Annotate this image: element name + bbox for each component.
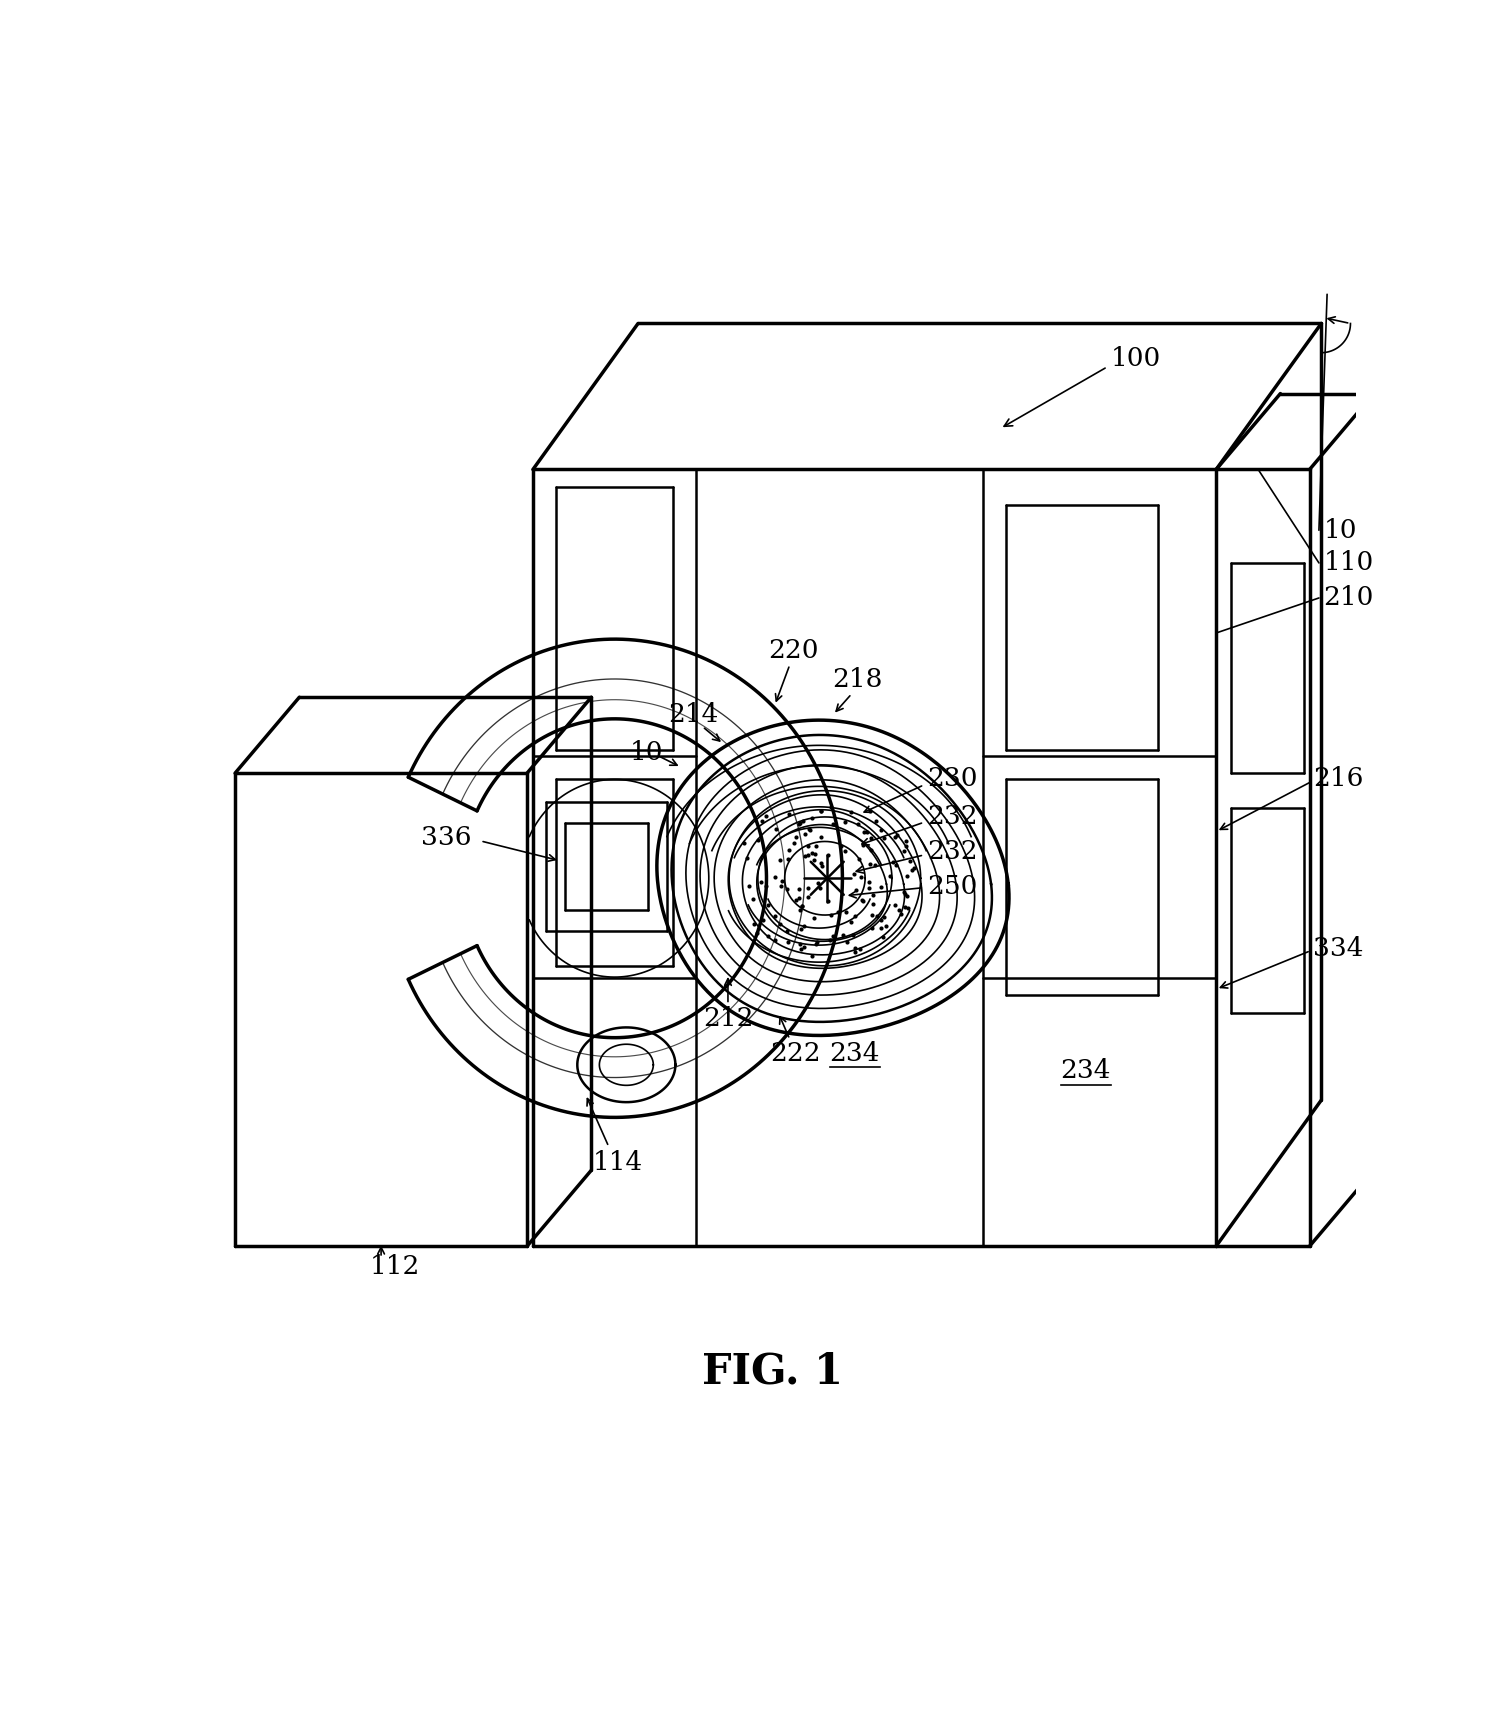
- Text: 10: 10: [630, 740, 663, 765]
- Text: 100: 100: [1111, 347, 1162, 371]
- Text: 334: 334: [1313, 935, 1364, 961]
- Text: 250: 250: [928, 873, 978, 899]
- Text: 214: 214: [668, 702, 719, 728]
- Text: 10: 10: [1323, 518, 1358, 542]
- Text: 216: 216: [1313, 767, 1364, 791]
- Text: 210: 210: [1323, 585, 1374, 611]
- Text: 234: 234: [1059, 1059, 1111, 1083]
- Text: 222: 222: [770, 1042, 821, 1066]
- Text: 232: 232: [928, 839, 978, 863]
- Text: 230: 230: [928, 767, 978, 791]
- Text: 114: 114: [594, 1150, 643, 1174]
- Text: 110: 110: [1323, 551, 1374, 575]
- Text: 232: 232: [928, 803, 978, 829]
- Text: 220: 220: [769, 638, 818, 662]
- Text: 234: 234: [829, 1042, 880, 1066]
- Text: FIG. 1: FIG. 1: [702, 1350, 842, 1392]
- Text: 212: 212: [702, 1006, 754, 1031]
- Text: 112: 112: [369, 1253, 420, 1278]
- Text: 218: 218: [832, 668, 883, 692]
- Text: 336: 336: [420, 825, 472, 849]
